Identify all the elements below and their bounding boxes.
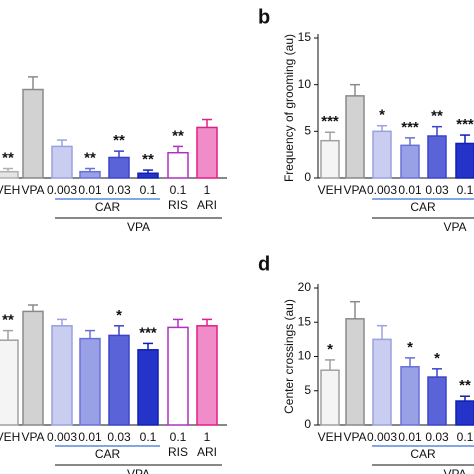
x-tick-label: 0.003 [47, 430, 77, 444]
bracket-label: VPA [443, 467, 466, 474]
bar [22, 88, 44, 179]
y-tick-label: 15 [298, 30, 312, 44]
significance: *** [321, 113, 339, 130]
bar [108, 334, 130, 426]
bar [51, 325, 73, 426]
bar [22, 310, 44, 426]
x-tick-label: 0.1 [140, 430, 157, 444]
x-tick-label: 0.1 [170, 183, 187, 197]
bracket-label: VPA [127, 467, 150, 474]
bar [320, 369, 340, 426]
x-tick-label: VEH [318, 430, 343, 444]
y-tick-label: 10 [298, 349, 312, 363]
significance: * [407, 339, 413, 356]
significance: * [327, 341, 333, 358]
x-tick-label: 0.01 [78, 430, 102, 444]
significance: ** [459, 377, 471, 394]
bar [400, 366, 420, 426]
bar [196, 126, 218, 179]
bracket-label: VPA [127, 220, 150, 234]
bar [427, 376, 447, 426]
bar [320, 139, 340, 179]
x-tick-label: 0.03 [107, 430, 131, 444]
bar [167, 151, 189, 179]
significance: ** [142, 151, 154, 168]
y-tick-label: 20 [298, 280, 312, 294]
bar [51, 145, 73, 179]
x-tick-label: VEH [318, 183, 343, 197]
y-tick-label: 0 [304, 170, 311, 184]
bar [137, 349, 159, 426]
y-axis-label: Center crossings (au) [282, 299, 296, 414]
bar [427, 135, 447, 179]
x-tick-label: 0.1 [170, 430, 187, 444]
bar [196, 325, 218, 426]
x-sublabel: ARI [197, 445, 217, 459]
x-tick-label: 0.01 [398, 183, 422, 197]
x-sublabel: ARI [197, 198, 217, 212]
x-tick-label: VPA [343, 430, 366, 444]
bar [345, 95, 365, 179]
panel-letter: b [258, 6, 270, 28]
significance: ** [431, 108, 443, 125]
bar [345, 318, 365, 426]
significance: * [379, 107, 385, 124]
y-tick-label: 0 [304, 417, 311, 431]
significance: * [116, 307, 122, 324]
bar [0, 339, 19, 426]
bar [400, 144, 420, 179]
x-tick-label: VPA [21, 430, 44, 444]
bar [108, 156, 130, 179]
bar [0, 170, 19, 179]
x-tick-label: 0.03 [425, 430, 449, 444]
x-tick-label: 0.003 [367, 183, 397, 197]
significance: ** [2, 312, 14, 329]
x-tick-label: 0.01 [398, 430, 422, 444]
x-tick-label: 0.1 [140, 183, 157, 197]
x-sublabel: RIS [168, 198, 188, 212]
bar [79, 170, 101, 179]
panel-letter: d [258, 253, 270, 275]
bracket-label: CAR [95, 200, 121, 214]
bar [372, 130, 392, 179]
bar [455, 142, 474, 179]
y-tick-label: 10 [298, 77, 312, 91]
bar [79, 337, 101, 426]
bracket-label: CAR [410, 200, 436, 214]
bar [455, 400, 474, 426]
y-axis-label: Frequency of grooming (au) [282, 34, 296, 182]
x-tick-label: VPA [21, 183, 44, 197]
significance: ** [84, 149, 96, 166]
x-tick-label: VPA [343, 183, 366, 197]
significance: *** [456, 116, 474, 133]
significance: *** [401, 119, 419, 136]
x-tick-label: 0.1 [457, 183, 474, 197]
bar [137, 172, 159, 179]
x-tick-label: VEH [0, 183, 20, 197]
y-tick-label: 5 [304, 124, 311, 138]
x-tick-label: VEH [0, 430, 20, 444]
x-tick-label: 1 [204, 183, 211, 197]
x-tick-label: 0.003 [367, 430, 397, 444]
x-tick-label: 0.03 [107, 183, 131, 197]
y-tick-label: 5 [304, 383, 311, 397]
bracket-label: CAR [95, 447, 121, 461]
bar [372, 338, 392, 426]
significance: ** [113, 132, 125, 149]
x-tick-label: 0.1 [457, 430, 474, 444]
x-tick-label: 1 [204, 430, 211, 444]
bar [167, 326, 189, 426]
significance: ** [2, 149, 14, 166]
significance: * [434, 350, 440, 367]
bracket-label: VPA [443, 220, 466, 234]
x-tick-label: 0.01 [78, 183, 102, 197]
significance: *** [139, 324, 157, 341]
x-sublabel: RIS [168, 445, 188, 459]
x-tick-label: 0.03 [425, 183, 449, 197]
bracket-label: CAR [410, 447, 436, 461]
significance: ** [172, 127, 184, 144]
x-tick-label: 0.003 [47, 183, 77, 197]
y-tick-label: 15 [298, 314, 312, 328]
